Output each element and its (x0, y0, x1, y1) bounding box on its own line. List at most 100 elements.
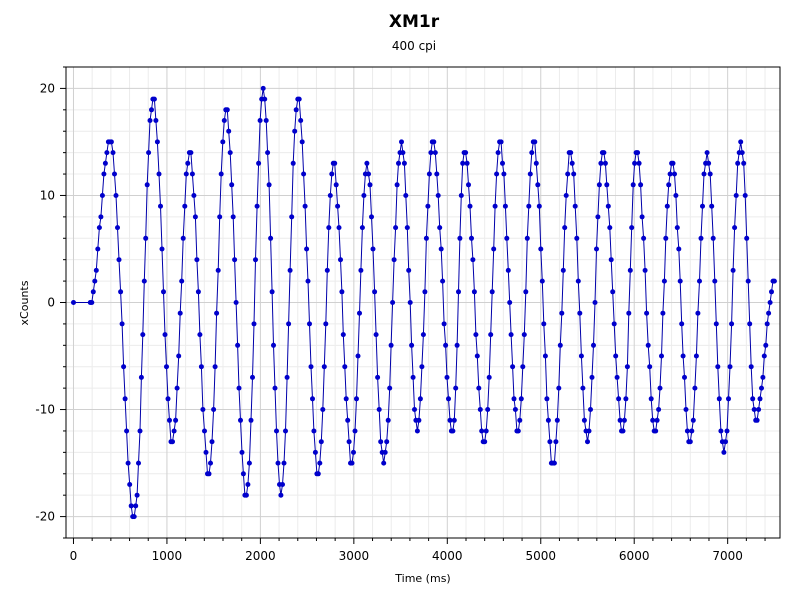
data-point (504, 235, 510, 241)
data-point (349, 460, 355, 466)
data-point (553, 439, 559, 445)
data-point (293, 107, 299, 113)
data-point (610, 289, 616, 295)
data-point (235, 342, 241, 348)
data-point (96, 225, 102, 231)
data-point (311, 428, 317, 434)
data-point (122, 396, 128, 402)
data-point (174, 385, 180, 391)
data-point (407, 300, 413, 305)
data-point (143, 235, 149, 241)
data-point (209, 439, 215, 445)
data-point (732, 225, 738, 231)
y-tick-label: 0 (47, 296, 55, 310)
x-axis-label: Time (ms) (394, 572, 450, 585)
data-point (563, 193, 569, 198)
data-point (759, 385, 764, 391)
data-point (479, 428, 485, 434)
data-point (713, 321, 719, 327)
y-axis-ticks: -20 -10 0 10 20 (35, 66, 66, 539)
data-point (466, 182, 471, 188)
data-point (127, 482, 133, 487)
data-point (434, 171, 440, 177)
data-point (635, 150, 641, 156)
data-point (757, 396, 763, 402)
data-point (151, 96, 157, 102)
data-point (684, 428, 690, 434)
data-point (232, 257, 238, 263)
data-point (358, 267, 364, 273)
data-point (521, 332, 527, 338)
data-point (444, 374, 450, 380)
data-point (616, 396, 622, 402)
data-point (767, 300, 773, 305)
data-point (559, 310, 565, 316)
data-point (404, 225, 410, 231)
data-point (565, 171, 571, 177)
data-point (535, 182, 541, 188)
data-point (763, 342, 769, 348)
data-point (378, 439, 384, 445)
data-point (483, 428, 489, 434)
data-point (125, 460, 131, 466)
data-point (605, 203, 611, 209)
y-axis-label: xCounts (18, 280, 31, 325)
data-point (286, 321, 292, 327)
data-point (403, 193, 409, 198)
data-point (542, 353, 548, 359)
data-point (451, 417, 457, 423)
data-point (473, 332, 479, 338)
data-point (575, 278, 581, 284)
data-point (373, 332, 379, 338)
data-point (121, 364, 127, 370)
data-point (766, 310, 772, 316)
data-point (390, 300, 396, 305)
data-point (676, 246, 682, 252)
chart-subtitle: 400 cpi (392, 39, 436, 53)
data-point (690, 417, 696, 423)
data-point (572, 203, 578, 209)
data-point (569, 160, 575, 166)
data-point (656, 407, 662, 412)
data-point (687, 439, 693, 445)
data-point (604, 182, 610, 188)
data-point (454, 342, 460, 348)
data-point (744, 235, 750, 241)
data-point (369, 214, 374, 220)
data-point (541, 321, 547, 327)
data-point (750, 396, 756, 402)
data-point (417, 396, 423, 402)
data-point (400, 150, 406, 156)
data-point (141, 278, 147, 284)
data-point (729, 321, 735, 327)
data-point (488, 332, 494, 338)
data-point (221, 118, 227, 123)
x-tick-label: 4000 (432, 549, 463, 563)
data-point (470, 257, 476, 263)
chart-titles: XM1r 400 cpi (389, 12, 440, 53)
data-point (394, 182, 400, 188)
data-point (112, 171, 117, 177)
data-point (220, 139, 226, 145)
data-point (716, 396, 722, 402)
data-point (136, 460, 141, 466)
data-point (447, 417, 453, 423)
x-tick-label: 2000 (245, 549, 276, 563)
data-point (460, 160, 466, 166)
data-point (617, 417, 623, 423)
data-point (158, 203, 163, 209)
y-tick-label: -10 (35, 403, 55, 417)
data-point (263, 118, 269, 123)
data-point (498, 139, 504, 145)
data-point (416, 417, 422, 423)
x-tick-label: 5000 (525, 549, 556, 563)
data-point (292, 128, 298, 134)
data-point (701, 171, 707, 177)
chart-title: XM1r (389, 12, 440, 32)
data-point (318, 439, 324, 445)
data-point (361, 193, 367, 198)
data-point (650, 417, 656, 423)
data-point (200, 407, 206, 412)
data-point (674, 225, 680, 231)
